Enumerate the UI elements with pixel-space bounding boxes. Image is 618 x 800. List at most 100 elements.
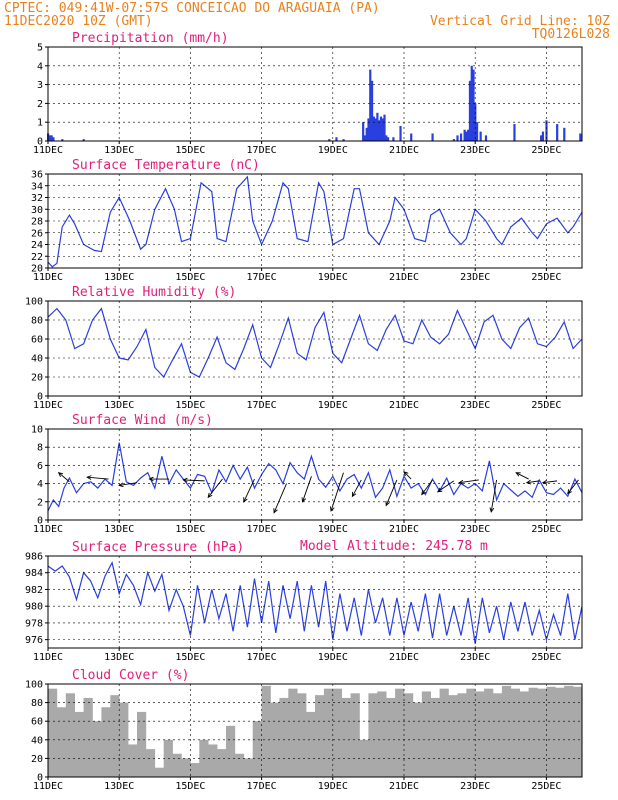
- y-tick-label: 0: [37, 137, 43, 148]
- wind-arrowhead: [436, 487, 443, 493]
- header-run-date: 11DEC2020 10Z (GMT): [4, 14, 153, 29]
- x-tick-label: 23DEC: [460, 400, 490, 411]
- x-tick-label: 11DEC: [33, 781, 63, 792]
- cloud-bar: [279, 697, 289, 777]
- cloud-bar: [110, 695, 120, 777]
- x-tick-label: 15DEC: [175, 652, 205, 663]
- wind-arrow: [273, 483, 287, 513]
- wind-arrowhead: [207, 492, 213, 499]
- precip-bar: [362, 122, 365, 141]
- wind-arrowhead: [329, 506, 335, 512]
- wind-arrowhead: [403, 471, 409, 477]
- precipitation-panel: 0 1 2 3 4 5 11DEC 13DEC 15DEC 17DEC 19DEC 21DEC 23DE…: [33, 31, 583, 156]
- cloud-bar: [101, 707, 111, 777]
- precip-bar: [431, 133, 434, 141]
- precip-bar: [385, 135, 388, 141]
- x-tick-label: 23DEC: [460, 145, 490, 156]
- precip-bar: [556, 124, 559, 141]
- precip-bar: [374, 118, 377, 141]
- x-tick-label: 23DEC: [460, 524, 490, 535]
- cloud-bar: [234, 753, 245, 777]
- precip-bar: [399, 125, 402, 141]
- cloud-cover-frame: [47, 683, 583, 778]
- precip-bar: [365, 127, 368, 141]
- precip-bar: [378, 120, 381, 141]
- wind-arrow: [385, 479, 398, 506]
- y-tick-label: 10: [31, 425, 43, 436]
- wind-arrowhead: [385, 500, 390, 507]
- wind-arrow: [490, 479, 498, 512]
- precip-bar: [342, 139, 345, 141]
- header-station: CPTEC: 049:41W-07:57S CONCEICAO DO ARAGU…: [4, 1, 380, 16]
- x-tick-label: 19DEC: [318, 400, 348, 411]
- y-tick-label: 24: [31, 240, 43, 251]
- precip-bar: [468, 80, 472, 141]
- wind-arrowhead: [301, 497, 307, 503]
- y-tick-label: 2: [37, 497, 43, 508]
- x-tick-label: 19DEC: [318, 652, 348, 663]
- cloud-bar: [404, 693, 414, 777]
- precip-bar: [465, 131, 468, 141]
- wind-arrow: [87, 476, 109, 480]
- y-tick-label: 100: [25, 680, 43, 691]
- humidity-panel: 0 20 40 60 80 100 11DEC 13DEC 15DEC 17DEC 19DEC 21D…: [25, 285, 583, 411]
- cloud-bar: [65, 693, 75, 777]
- y-tick-label: 8: [37, 443, 43, 454]
- y-tick-label: 80: [31, 698, 43, 709]
- wind-arrow: [526, 480, 540, 484]
- x-tick-label: 19DEC: [318, 272, 348, 283]
- y-tick-label: 5: [37, 43, 43, 54]
- cloud-bar: [145, 749, 156, 777]
- y-tick-label: 982: [25, 585, 43, 596]
- y-tick-label: 100: [25, 297, 43, 308]
- cloud-bar: [252, 721, 262, 777]
- cloud-bar: [226, 725, 236, 777]
- wind-arrowhead: [86, 475, 92, 480]
- pressure-series-line: [47, 560, 583, 644]
- x-tick-label: 21DEC: [389, 781, 419, 792]
- x-tick-label: 17DEC: [247, 145, 277, 156]
- y-tick-label: 978: [25, 618, 43, 629]
- x-tick-label: 25DEC: [531, 524, 561, 535]
- cloud-bar: [261, 685, 271, 777]
- wind-title: Surface Wind (m/s): [72, 413, 213, 428]
- x-tick-label: 13DEC: [104, 400, 134, 411]
- x-tick-label: 11DEC: [33, 652, 63, 663]
- precip-bar: [379, 116, 383, 141]
- temperature-title: Surface Temperature (nC): [72, 158, 260, 173]
- pressure-panel: 976 978 980 982 984 986 11DEC 13DEC 15DEC 17DEC 19…: [25, 540, 583, 663]
- wind-arrowhead: [57, 472, 64, 477]
- cloud-bar: [137, 711, 147, 777]
- x-tick-label: 11DEC: [33, 524, 63, 535]
- precip-bar: [392, 137, 395, 141]
- x-tick-label: 21DEC: [389, 652, 419, 663]
- precip-bar: [50, 135, 53, 141]
- x-tick-label: 19DEC: [318, 524, 348, 535]
- wind-arrowhead: [541, 479, 548, 485]
- wind-arrow: [183, 479, 205, 482]
- x-tick-label: 25DEC: [531, 781, 561, 792]
- y-tick-label: 20: [31, 754, 43, 765]
- cloud-cover-title: Cloud Cover (%): [72, 668, 189, 683]
- precipitation-frame: [47, 46, 583, 142]
- wind-arrow: [351, 479, 362, 497]
- cloud-bar: [306, 711, 316, 777]
- precip-bar: [463, 129, 466, 141]
- y-tick-label: 4: [37, 61, 43, 72]
- header-grid-line: Vertical Grid Line: 10Z: [430, 14, 610, 29]
- x-tick-label: 21DEC: [389, 145, 419, 156]
- y-tick-label: 40: [31, 735, 43, 746]
- precip-bar: [472, 69, 475, 141]
- precip-bar: [369, 69, 372, 141]
- x-tick-label: 11DEC: [33, 400, 63, 411]
- humidity-title: Relative Humidity (%): [72, 285, 236, 300]
- wind-arrow: [515, 472, 529, 480]
- x-tick-label: 17DEC: [247, 400, 277, 411]
- wind-arrow: [567, 479, 579, 494]
- precip-bar: [335, 137, 338, 141]
- cloud-bar: [377, 691, 387, 777]
- wind-panel: 0 2 4 6 8 10 11DEC 13DEC 15DEC 17DEC 19DEC 21DEC 23D…: [31, 413, 583, 535]
- precip-bar: [459, 133, 463, 141]
